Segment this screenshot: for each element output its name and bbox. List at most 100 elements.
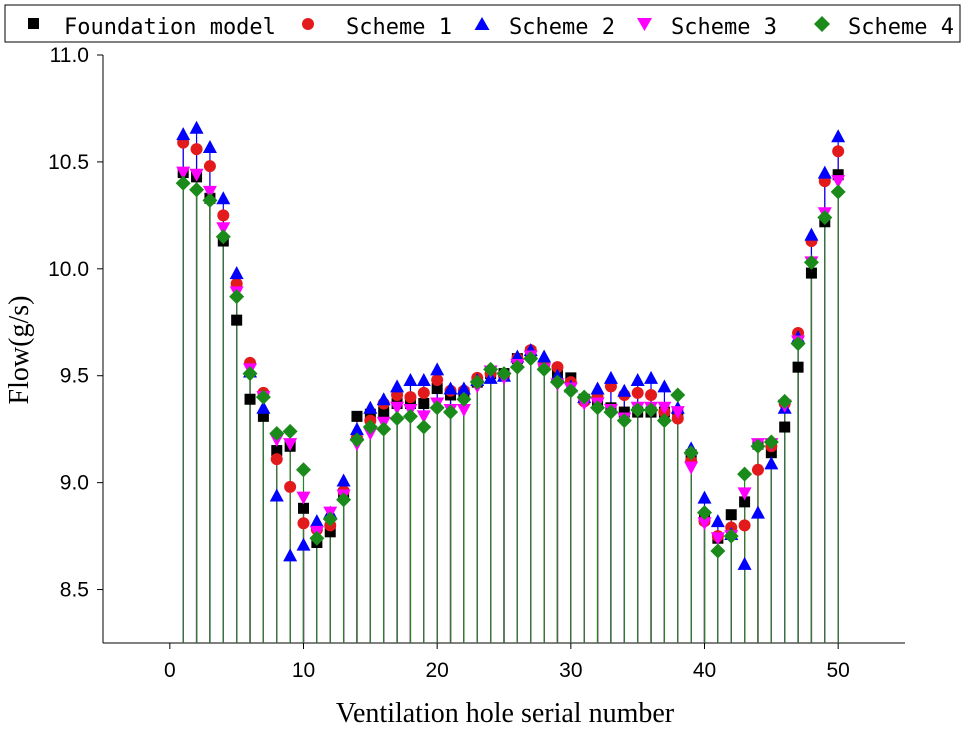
point-scheme-1 (431, 374, 444, 387)
x-tick-label: 10 (292, 659, 315, 682)
point-scheme-4 (830, 184, 846, 200)
point-scheme-2 (537, 349, 552, 363)
point-scheme-3 (710, 532, 725, 546)
point-scheme-4 (282, 423, 298, 439)
point-scheme-3 (456, 403, 471, 417)
point-scheme-1 (217, 209, 230, 222)
point-scheme-4 (697, 505, 712, 521)
point-scheme-4 (322, 511, 338, 527)
point-scheme-2 (817, 165, 832, 179)
point-scheme-2 (443, 381, 458, 395)
point-scheme-3 (283, 438, 298, 452)
point-foundation-model (404, 398, 416, 410)
point-scheme-4 (549, 374, 565, 390)
point-scheme-4 (229, 289, 245, 305)
point-scheme-4 (376, 421, 392, 437)
point-scheme-4 (215, 229, 231, 245)
point-scheme-2 (831, 129, 846, 143)
point-scheme-1 (631, 386, 644, 399)
point-foundation-model (364, 408, 376, 420)
data-markers (175, 120, 846, 570)
point-scheme-3 (684, 461, 699, 475)
point-foundation-model (739, 496, 751, 508)
x-tick-label: 20 (425, 659, 448, 682)
point-scheme-2 (216, 191, 231, 205)
point-foundation-model (244, 393, 256, 405)
point-scheme-4 (389, 410, 405, 426)
point-scheme-2 (189, 120, 204, 134)
point-scheme-4 (429, 400, 445, 416)
point-scheme-4 (469, 374, 485, 390)
point-foundation-model (792, 361, 804, 373)
point-scheme-4 (175, 175, 191, 191)
point-foundation-model (725, 509, 737, 521)
point-scheme-1 (284, 480, 297, 493)
point-scheme-2 (430, 362, 445, 376)
point-scheme-4 (456, 391, 472, 407)
point-scheme-4 (750, 438, 766, 454)
point-scheme-3 (202, 185, 217, 199)
point-scheme-2 (309, 514, 324, 528)
point-scheme-2 (283, 548, 298, 562)
point-foundation-model (765, 447, 777, 459)
point-scheme-2 (804, 227, 819, 241)
point-scheme-4 (255, 389, 271, 405)
point-scheme-4 (336, 492, 352, 508)
point-scheme-4 (269, 425, 285, 441)
point-scheme-1 (751, 463, 764, 476)
point-scheme-2 (456, 381, 471, 395)
point-scheme-4 (536, 361, 552, 377)
point-scheme-4 (296, 462, 311, 478)
point-scheme-2 (349, 422, 364, 436)
y-tick-label: 11.0 (50, 44, 89, 67)
point-scheme-1 (404, 391, 417, 404)
point-scheme-1 (190, 143, 203, 156)
point-scheme-2 (390, 379, 405, 393)
point-scheme-4 (309, 530, 325, 546)
point-scheme-1 (417, 386, 430, 399)
legend-marker-scheme-2 (474, 17, 490, 30)
point-scheme-2 (176, 127, 191, 141)
point-scheme-2 (750, 505, 765, 519)
point-scheme-2 (416, 373, 431, 387)
point-foundation-model (832, 169, 844, 181)
x-axis-title: Ventilation hole serial number (336, 698, 675, 729)
point-foundation-model (257, 410, 269, 422)
point-scheme-4 (643, 402, 659, 418)
point-scheme-4 (576, 389, 592, 405)
x-tick-label: 30 (559, 659, 582, 682)
point-scheme-4 (362, 419, 378, 435)
point-foundation-model (271, 445, 283, 457)
point-scheme-2 (644, 370, 659, 384)
point-scheme-1 (203, 160, 216, 173)
legend-marker-scheme-4 (814, 16, 830, 32)
point-scheme-4 (202, 192, 218, 208)
point-scheme-3 (296, 491, 311, 505)
axis-ticks: 0 10 20 30 40 50 8.5 9.0 9.5 10.0 10.5 11.0 (48, 44, 850, 682)
legend-label-scheme-4: Scheme 4 (848, 15, 954, 40)
point-scheme-4 (563, 383, 579, 399)
point-scheme-4 (523, 351, 539, 367)
point-scheme-3 (670, 406, 685, 420)
legend-label-scheme-3: Scheme 3 (671, 15, 777, 40)
point-scheme-3 (657, 401, 672, 415)
point-foundation-model (351, 410, 363, 422)
point-scheme-1 (645, 388, 658, 401)
point-scheme-4 (349, 432, 365, 448)
y-axis-title: Flow(g/s) (4, 296, 35, 405)
point-scheme-3 (416, 410, 431, 424)
point-scheme-3 (189, 168, 204, 182)
point-foundation-model (779, 421, 791, 433)
point-scheme-2 (590, 381, 605, 395)
point-scheme-1 (551, 361, 564, 374)
point-scheme-1 (270, 453, 283, 466)
point-foundation-model (618, 406, 630, 418)
point-scheme-1 (832, 145, 845, 158)
point-scheme-4 (443, 404, 459, 420)
y-tick-label: 10.5 (48, 151, 89, 174)
point-foundation-model (805, 267, 817, 279)
point-scheme-4 (683, 445, 699, 461)
point-scheme-2 (697, 490, 712, 504)
point-scheme-3 (390, 401, 405, 415)
